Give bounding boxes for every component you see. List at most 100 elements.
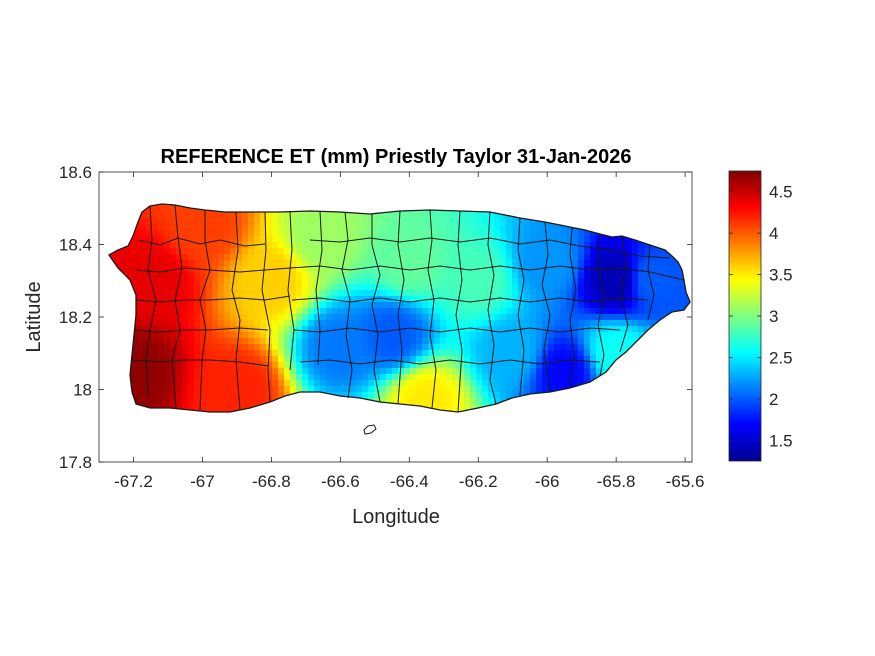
heatmap-cell — [356, 362, 363, 369]
heatmap-cell — [572, 338, 579, 345]
heatmap-cell — [290, 266, 297, 273]
heatmap-cell — [464, 248, 471, 255]
heatmap-cell — [218, 278, 225, 285]
heatmap-cell — [224, 242, 231, 249]
heatmap-cell — [548, 230, 555, 237]
heatmap-cell — [446, 254, 453, 261]
heatmap-cell — [452, 326, 459, 333]
heatmap-cell — [536, 278, 543, 285]
heatmap-cell — [326, 326, 333, 333]
heatmap-cell — [332, 308, 339, 315]
heatmap-cell — [422, 236, 429, 243]
heatmap-cell — [194, 326, 201, 333]
heatmap-cell — [200, 320, 207, 327]
heatmap-cell — [386, 308, 393, 315]
heatmap-cell — [308, 356, 315, 363]
heatmap-cell — [656, 278, 663, 285]
heatmap-cell — [632, 332, 639, 339]
heatmap-cell — [374, 290, 381, 297]
heatmap-cell — [182, 386, 189, 393]
heatmap-cell — [566, 260, 573, 267]
heatmap-cell — [266, 218, 273, 225]
heatmap-cell — [464, 398, 471, 405]
heatmap-cell — [290, 218, 297, 225]
heatmap-cell — [248, 362, 255, 369]
heatmap-cell — [440, 296, 447, 303]
heatmap-cell — [440, 356, 447, 363]
heatmap-cell — [500, 380, 507, 387]
heatmap-cell — [170, 332, 177, 339]
x-tick-label: -66.2 — [459, 472, 498, 491]
heatmap-cell — [500, 290, 507, 297]
heatmap-cell — [248, 290, 255, 297]
heatmap-cell — [368, 224, 375, 231]
heatmap-cell — [152, 374, 159, 381]
heatmap-cell — [368, 350, 375, 357]
heatmap-cell — [170, 308, 177, 315]
heatmap-cell — [524, 362, 531, 369]
heatmap-cell — [206, 242, 213, 249]
heatmap-cell — [146, 356, 153, 363]
heatmap-cell — [632, 338, 639, 345]
heatmap-cell — [566, 344, 573, 351]
heatmap-cell — [158, 248, 165, 255]
heatmap-cell — [398, 392, 405, 399]
heatmap-cell — [182, 248, 189, 255]
heatmap-cell — [302, 236, 309, 243]
heatmap-cell — [518, 386, 525, 393]
heatmap-cell — [488, 344, 495, 351]
heatmap-cell — [254, 356, 261, 363]
heatmap-cell — [524, 290, 531, 297]
heatmap-cell — [206, 284, 213, 291]
heatmap-cell — [422, 314, 429, 321]
heatmap-cell — [134, 386, 141, 393]
heatmap-cell — [542, 344, 549, 351]
heatmap-cell — [242, 218, 249, 225]
heatmap-cell — [680, 284, 687, 291]
heatmap-cell — [278, 350, 285, 357]
heatmap-cell — [464, 320, 471, 327]
heatmap-cell — [548, 266, 555, 273]
heatmap-cell — [314, 230, 321, 237]
heatmap-cell — [410, 278, 417, 285]
heatmap-cell — [206, 380, 213, 387]
heatmap-cell — [134, 398, 141, 405]
heatmap-cell — [134, 362, 141, 369]
heatmap-cell — [578, 338, 585, 345]
heatmap-cell — [158, 368, 165, 375]
heatmap-cell — [236, 368, 243, 375]
heatmap-cell — [452, 332, 459, 339]
heatmap-cell — [152, 392, 159, 399]
heatmap-cell — [290, 278, 297, 285]
heatmap-cell — [536, 260, 543, 267]
heatmap-cell — [302, 380, 309, 387]
heatmap-cell — [296, 308, 303, 315]
heatmap-cell — [182, 344, 189, 351]
heatmap-cell — [146, 326, 153, 333]
heatmap-cell — [404, 230, 411, 237]
heatmap-cell — [326, 278, 333, 285]
heatmap-cell — [590, 272, 597, 279]
heatmap-cell — [578, 302, 585, 309]
heatmap-cell — [446, 278, 453, 285]
heatmap-cell — [326, 212, 333, 219]
heatmap-cell — [590, 242, 597, 249]
heatmap-cell — [362, 218, 369, 225]
heatmap-cell — [440, 398, 447, 405]
heatmap-cell — [518, 284, 525, 291]
heatmap-cell — [386, 236, 393, 243]
heatmap-cell — [170, 320, 177, 327]
heatmap-cell — [584, 260, 591, 267]
heatmap-cell — [266, 236, 273, 243]
heatmap-cell — [476, 242, 483, 249]
heatmap-cell — [392, 308, 399, 315]
heatmap-cell — [590, 260, 597, 267]
heatmap-cell — [272, 242, 279, 249]
heatmap-cell — [470, 404, 477, 411]
heatmap-cell — [542, 230, 549, 237]
heatmap-cell — [602, 344, 609, 351]
heatmap-cell — [392, 236, 399, 243]
heatmap-cell — [146, 266, 153, 273]
heatmap-cell — [302, 230, 309, 237]
heatmap-cell — [296, 266, 303, 273]
